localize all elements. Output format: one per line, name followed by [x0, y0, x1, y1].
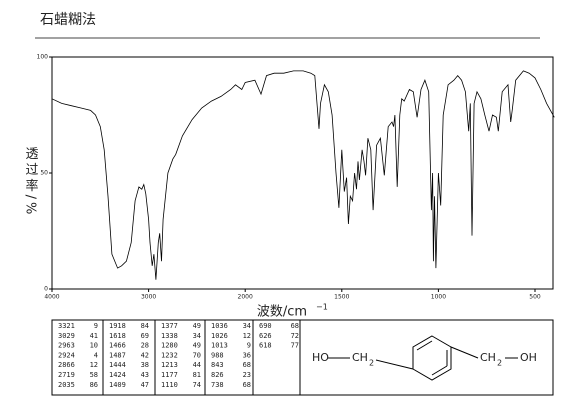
- peak-transmittance: 49: [193, 342, 201, 350]
- peak-transmittance: 86: [90, 381, 98, 389]
- x-tick-label: 4000: [44, 294, 59, 301]
- y-tick-label: 100: [37, 54, 49, 61]
- peak-wavenumber: 1013: [211, 342, 228, 350]
- peak-wavenumber: 1918: [109, 322, 126, 330]
- peak-wavenumber: 1232: [161, 351, 178, 359]
- peak-transmittance: 23: [243, 371, 251, 379]
- peak-wavenumber: 1424: [109, 371, 126, 379]
- peak-wavenumber: 843: [211, 361, 224, 369]
- structure-text: HO: [312, 351, 329, 364]
- peak-wavenumber: 690: [259, 322, 272, 330]
- y-axis-label: 透过率/%: [23, 147, 39, 218]
- peak-wavenumber: 1110: [161, 381, 178, 389]
- peak-transmittance: 36: [243, 351, 251, 359]
- peak-transmittance: 42: [141, 351, 149, 359]
- peak-wavenumber: 1177: [161, 371, 178, 379]
- peak-transmittance: 77: [291, 342, 299, 350]
- structure-text: 2: [497, 359, 502, 368]
- x-axis-label: 波数/cm: [257, 305, 307, 320]
- peak-transmittance: 81: [193, 371, 201, 379]
- peak-transmittance: 84: [141, 322, 149, 330]
- peak-transmittance: 68: [243, 361, 251, 369]
- peak-wavenumber: 1618: [109, 332, 126, 340]
- peak-transmittance: 74: [193, 381, 201, 389]
- x-axis-label-sup: −1: [316, 303, 328, 312]
- plot-frame: [51, 56, 554, 290]
- peak-transmittance: 44: [193, 361, 201, 369]
- peak-transmittance: 34: [193, 332, 201, 340]
- peak-wavenumber: 2719: [58, 371, 75, 379]
- table-frame: [51, 319, 554, 396]
- peak-wavenumber: 2924: [58, 351, 75, 359]
- peak-transmittance: 58: [90, 371, 98, 379]
- x-tick-label: 500: [529, 294, 541, 301]
- peak-wavenumber: 618: [259, 342, 272, 350]
- peak-wavenumber: 2963: [58, 342, 75, 350]
- peak-transmittance: 70: [193, 351, 201, 359]
- structure-text: CH: [480, 351, 496, 364]
- peak-wavenumber: 626: [259, 332, 272, 340]
- ring-bond: [416, 340, 433, 351]
- peak-transmittance: 9: [247, 342, 251, 350]
- peak-transmittance: 49: [193, 322, 201, 330]
- y-tick-label: 0: [44, 286, 48, 293]
- benzene-ring: [412, 335, 452, 381]
- structure-text: 2: [369, 359, 374, 368]
- peak-wavenumber: 1377: [161, 322, 178, 330]
- peak-transmittance: 47: [141, 381, 149, 389]
- peak-wavenumber: 1026: [211, 332, 228, 340]
- x-tick-label: 1000: [431, 294, 446, 301]
- peak-transmittance: 43: [141, 371, 149, 379]
- peak-wavenumber: 1213: [161, 361, 178, 369]
- x-tick-label: 2000: [238, 294, 253, 301]
- peak-transmittance: 12: [90, 361, 98, 369]
- x-tick-label: 1500: [334, 294, 349, 301]
- peak-transmittance: 9: [94, 322, 98, 330]
- peak-transmittance: 12: [243, 332, 251, 340]
- peak-transmittance: 72: [291, 332, 299, 340]
- peak-wavenumber: 738: [211, 381, 224, 389]
- peak-transmittance: 4: [94, 351, 98, 359]
- peak-transmittance: 10: [90, 342, 98, 350]
- bond: [450, 346, 479, 359]
- peak-wavenumber: 1466: [109, 342, 126, 350]
- peak-transmittance: 69: [141, 332, 149, 340]
- ring-bond: [431, 365, 448, 376]
- peak-transmittance: 28: [141, 342, 149, 350]
- peak-wavenumber: 2035: [58, 381, 75, 389]
- peak-transmittance: 68: [291, 322, 299, 330]
- peak-transmittance: 34: [243, 322, 251, 330]
- peak-transmittance: 41: [90, 332, 98, 340]
- peak-transmittance: 38: [141, 361, 149, 369]
- spectrum-line: [51, 70, 555, 280]
- peak-wavenumber: 1444: [109, 361, 126, 369]
- peak-wavenumber: 3321: [58, 322, 75, 330]
- structure-text: OH: [520, 351, 537, 364]
- peak-wavenumber: 988: [211, 351, 224, 359]
- peak-transmittance: 68: [243, 381, 251, 389]
- peak-wavenumber: 826: [211, 371, 224, 379]
- peak-wavenumber: 3029: [58, 332, 75, 340]
- x-tick-label: 3000: [141, 294, 156, 301]
- chart-title: 石蜡糊法: [40, 12, 96, 28]
- peak-wavenumber: 1338: [161, 332, 178, 340]
- peak-wavenumber: 1036: [211, 322, 228, 330]
- peak-wavenumber: 1487: [109, 351, 126, 359]
- peak-wavenumber: 1409: [109, 381, 126, 389]
- peak-wavenumber: 2866: [58, 361, 75, 369]
- structure-text: CH: [352, 351, 368, 364]
- peak-wavenumber: 1280: [161, 342, 178, 350]
- y-tick-label: 50: [40, 170, 48, 177]
- bond: [375, 359, 414, 370]
